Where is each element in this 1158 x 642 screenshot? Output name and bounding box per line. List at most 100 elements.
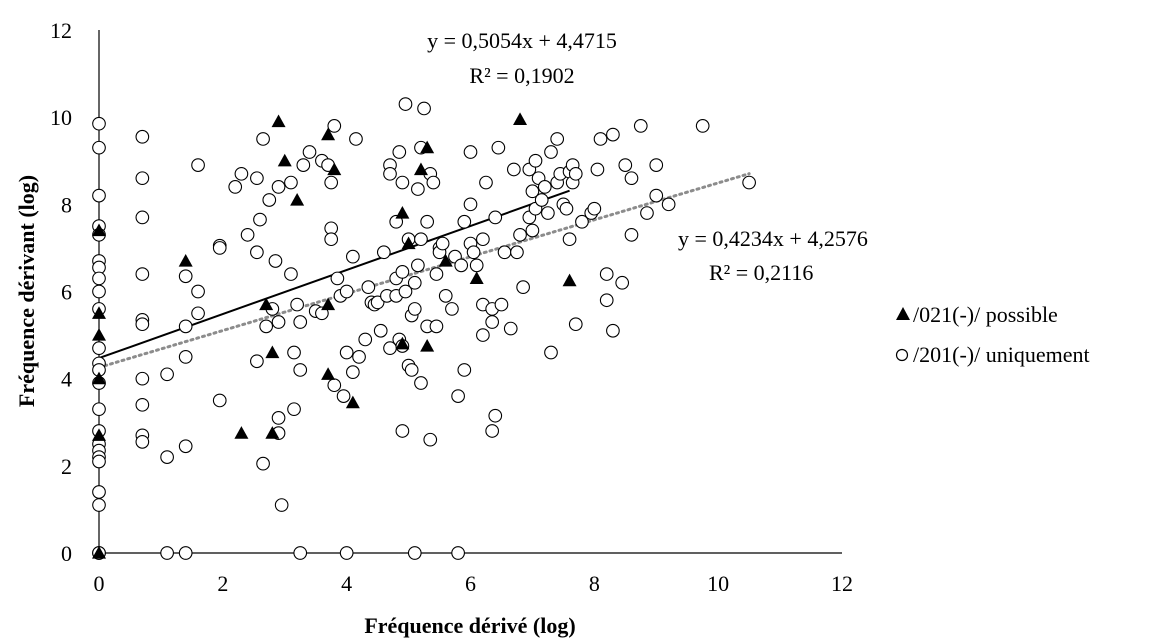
point-uniquement [228,180,243,194]
point-possible [345,395,360,409]
x-tick-label: 8 [589,571,600,596]
point-possible [92,371,106,385]
data-points [92,97,756,560]
point-possible [321,127,336,141]
point-uniquement [488,210,503,225]
point-possible [469,271,484,285]
point-uniquement [497,245,512,260]
point-uniquement [92,284,106,299]
point-uniquement [327,119,342,133]
point-uniquement [346,249,360,264]
point-uniquement [417,101,431,116]
point-uniquement [463,197,478,212]
point-possible [321,297,336,311]
point-uniquement [395,175,410,190]
point-uniquement [476,328,490,342]
point-uniquement [593,132,608,146]
point-uniquement [398,284,413,299]
point-uniquement [358,332,373,347]
axes [98,30,842,554]
point-possible [178,253,193,267]
trendline-uniquement [97,172,751,369]
point-uniquement [513,227,527,242]
point-uniquement [135,435,150,449]
legend-label-uniquement: /201(-)/ uniquement [913,342,1090,367]
point-uniquement [618,158,633,172]
point-uniquement [92,498,106,512]
trendline-r2-uniquement: R² = 0,2116 [709,260,813,285]
point-uniquement [250,245,264,260]
point-possible [92,328,106,341]
point-uniquement [742,175,756,190]
point-possible [92,306,106,319]
point-uniquement [339,546,354,560]
point-uniquement [327,378,342,393]
y-tick-labels: 0 2 4 6 8 10 12 [50,18,72,566]
point-uniquement [457,363,472,377]
point-uniquement [525,223,540,238]
point-uniquement [454,258,469,273]
point-uniquement [590,162,605,177]
point-uniquement [253,212,267,227]
point-uniquement [544,145,558,159]
point-uniquement [568,166,583,181]
point-uniquement [339,345,354,360]
point-uniquement [392,145,407,159]
point-uniquement [423,432,438,447]
point-uniquement [649,158,664,172]
point-uniquement [485,424,500,438]
point-uniquement [352,350,366,364]
point-uniquement [324,175,339,190]
point-uniquement [661,197,676,212]
point-possible [395,206,410,219]
point-uniquement [293,363,308,377]
point-uniquement [135,371,150,386]
point-uniquement [395,424,410,438]
point-uniquement [624,171,639,186]
point-uniquement [160,450,174,464]
point-possible [395,336,410,350]
x-tick-label: 4 [341,571,352,596]
point-possible [513,112,528,125]
point-possible [327,162,342,176]
point-uniquement [575,214,589,229]
trendline-equation-uniquement: y = 0,4234x + 4,2576 [678,226,868,251]
point-uniquement [250,171,264,186]
legend-item-uniquement: /201(-)/ uniquement [895,342,1090,367]
point-uniquement [160,367,174,382]
point-uniquement [695,119,710,133]
point-possible [401,236,416,250]
point-uniquement [135,317,150,332]
point-uniquement [212,393,227,408]
point-uniquement [469,258,484,273]
point-uniquement [383,166,397,181]
point-possible [420,338,435,352]
point-uniquement [135,267,150,281]
point-uniquement [506,162,521,177]
point-uniquement [370,295,385,310]
point-uniquement [349,132,363,146]
trendline-r2-possible: R² = 0,1902 [469,63,574,88]
point-uniquement [550,132,565,146]
y-tick-label: 2 [61,454,72,479]
point-uniquement [404,363,419,377]
y-tick-label: 12 [50,18,72,43]
point-uniquement [256,132,270,146]
point-uniquement [135,129,150,144]
point-possible [265,426,280,439]
point-uniquement [135,210,150,225]
point-uniquement [451,546,465,560]
point-uniquement [599,293,614,308]
trend-lines [97,172,751,369]
point-uniquement [92,341,106,356]
point-uniquement [438,289,453,303]
y-axis-title: Fréquence dérivant (log) [14,175,39,407]
point-uniquement [541,206,555,220]
point-uniquement [435,236,450,251]
point-possible [277,153,292,167]
point-uniquement [240,227,255,242]
point-uniquement [411,182,425,196]
point-possible [321,367,336,380]
point-uniquement [262,193,277,207]
